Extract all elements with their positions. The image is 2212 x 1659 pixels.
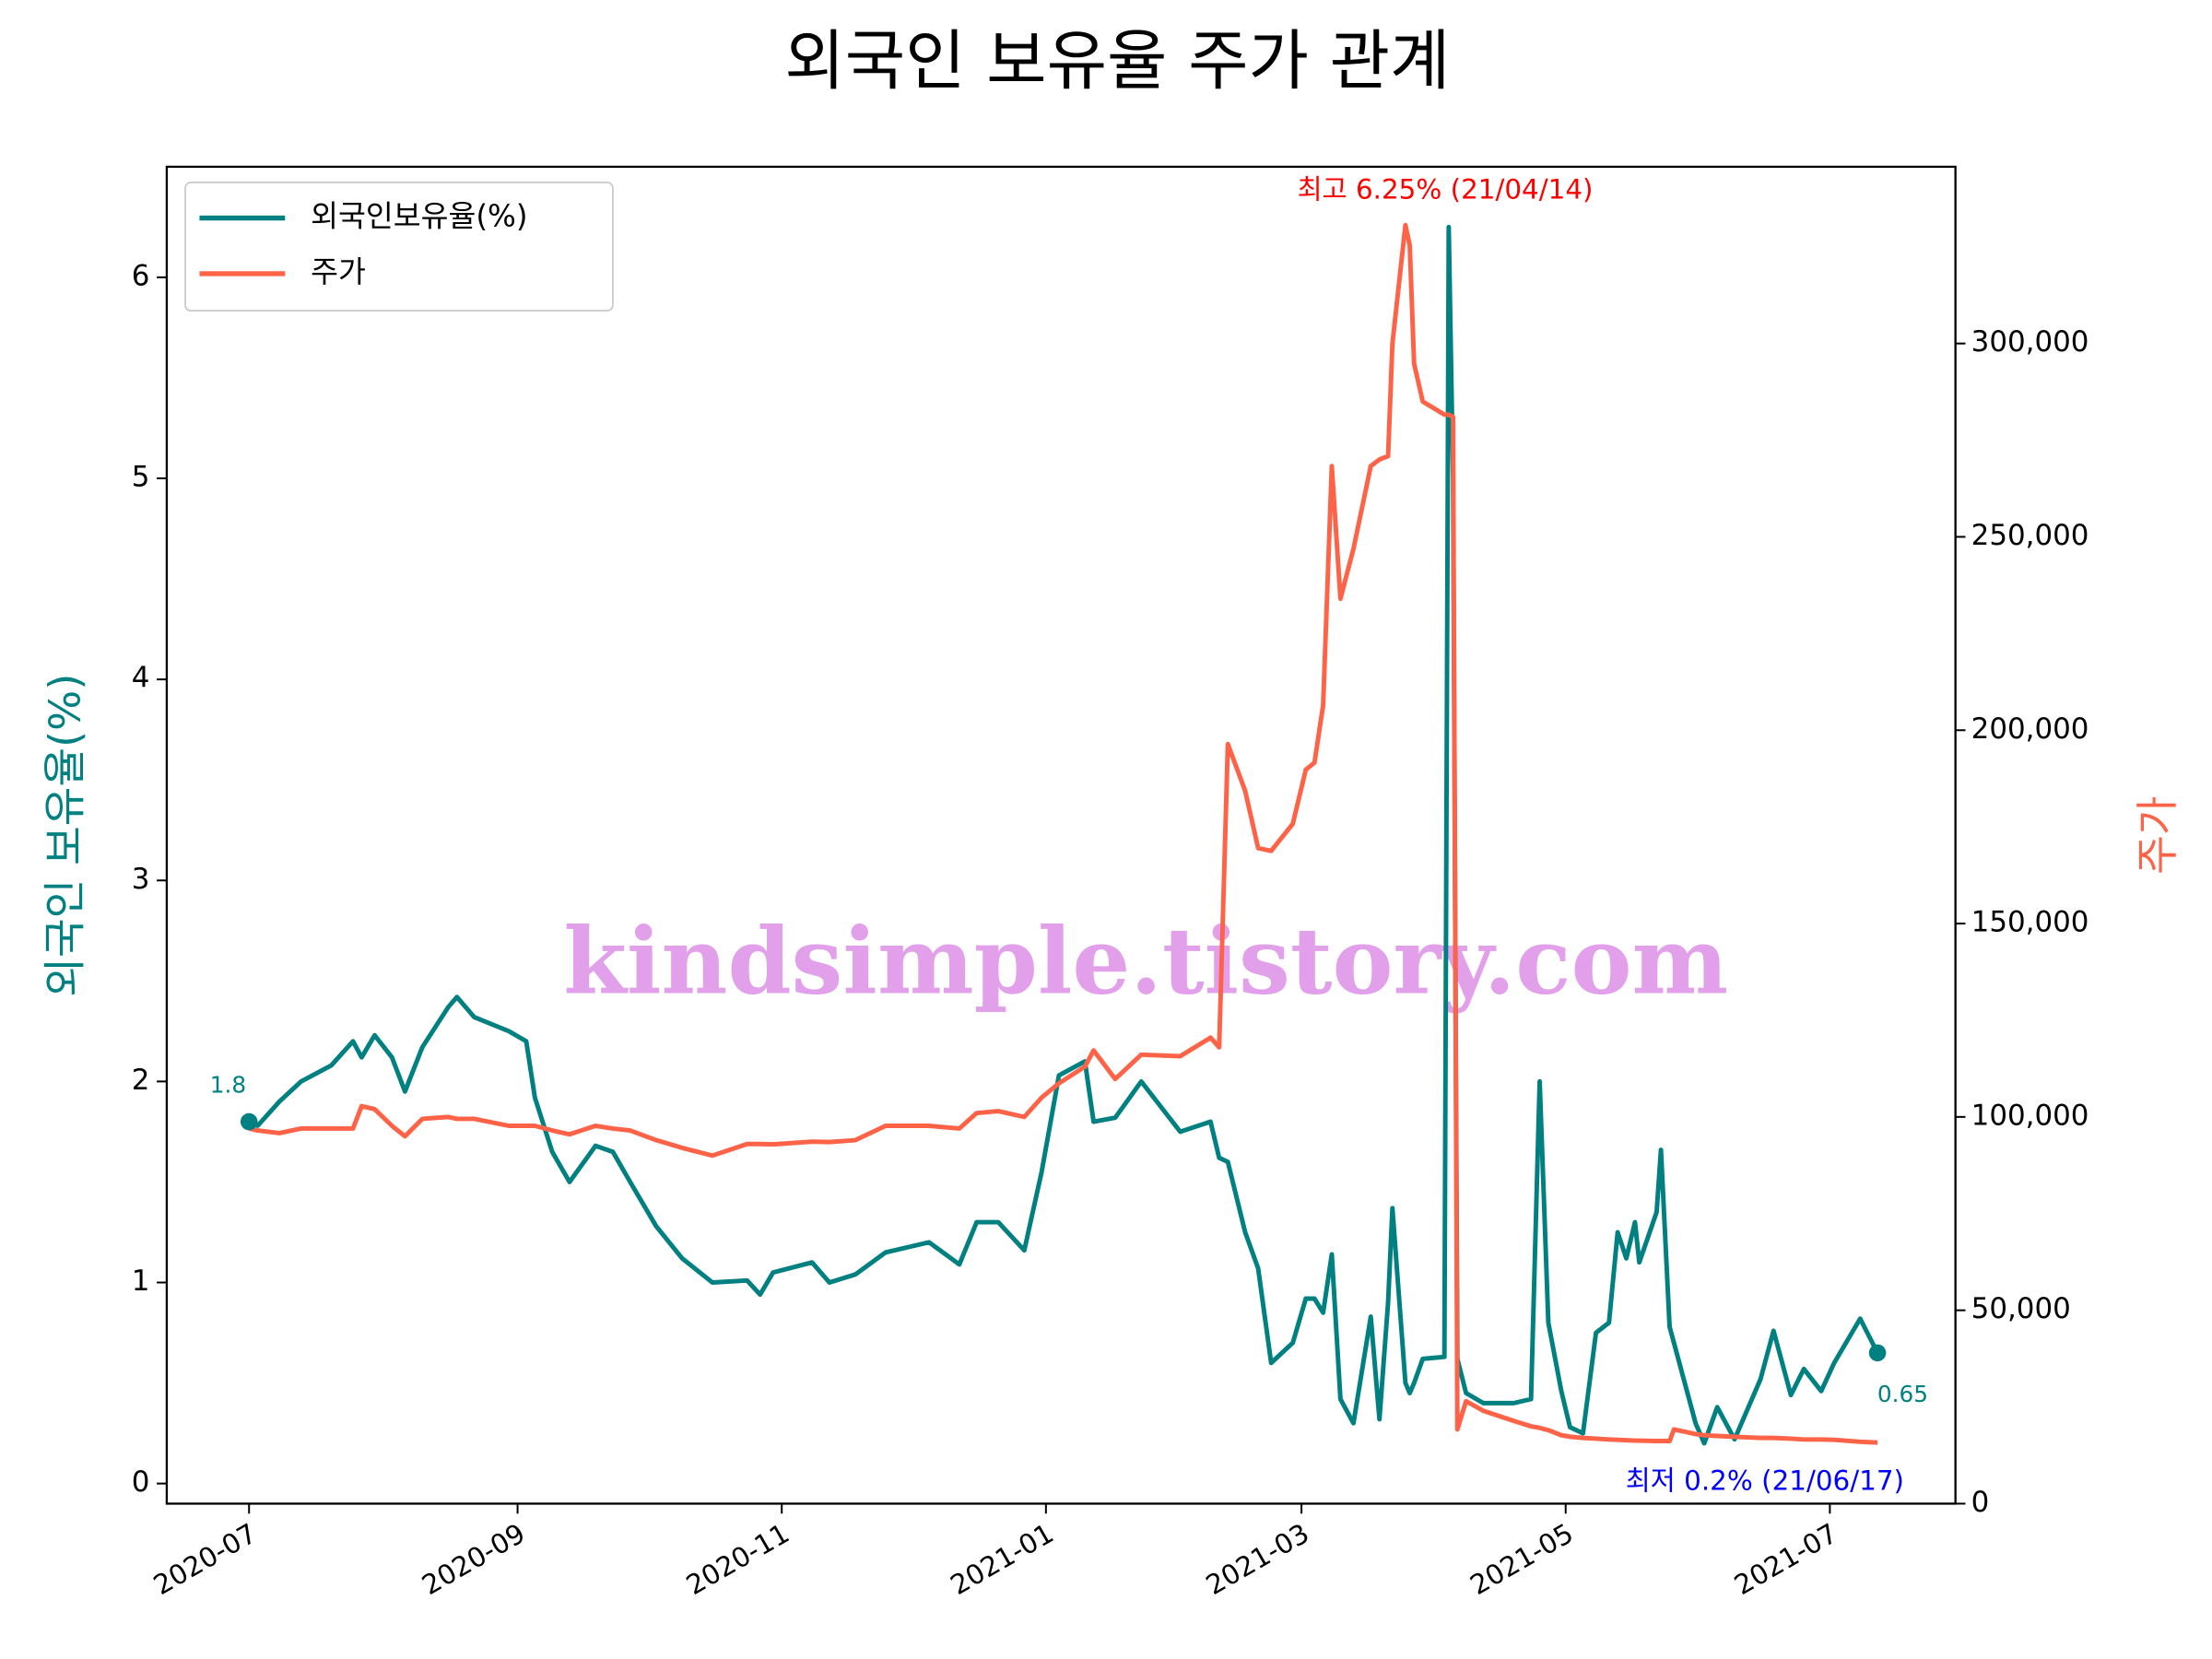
endpoint-marker: [240, 1112, 258, 1131]
legend-label: 외국인보유율(%): [311, 199, 527, 234]
y2-tick-label: 250,000: [1971, 519, 2089, 552]
chart-title: 외국인 보유율 주가 관계: [784, 23, 1450, 100]
y-tick-label: 0: [132, 1465, 150, 1499]
legend-label: 주가: [311, 254, 366, 289]
y-tick-label: 3: [132, 863, 150, 896]
annotation: 최고 6.25% (21/04/14): [1298, 174, 1594, 206]
y-tick-label: 4: [132, 662, 150, 695]
y2-tick-label: 50,000: [1971, 1292, 2071, 1325]
y-tick-label: 5: [132, 461, 150, 494]
legend-box: [184, 182, 614, 312]
series-line: [248, 222, 1878, 1445]
y2-tick-label: 150,000: [1971, 906, 2089, 939]
annotation: 최저 0.2% (21/06/17): [1626, 1465, 1904, 1497]
series-line: [248, 224, 1880, 1446]
y-tick-label: 1: [132, 1265, 150, 1298]
y2-tick-label: 0: [1971, 1486, 1990, 1519]
plot-frame: [165, 165, 1957, 1505]
watermark: kindsimple.tistory.com: [563, 908, 1728, 1015]
y2-axis-label: 주가: [2133, 796, 2183, 875]
endpoint-marker: [1868, 1344, 1887, 1362]
annotation: 1.8: [210, 1071, 246, 1098]
y-tick-label: 6: [132, 259, 150, 292]
y2-tick-label: 200,000: [1971, 712, 2089, 746]
y-tick-label: 2: [132, 1064, 150, 1097]
annotation: 0.65: [1877, 1381, 1928, 1407]
y2-tick-label: 300,000: [1971, 325, 2089, 359]
y2-tick-label: 100,000: [1971, 1099, 2089, 1132]
legend: 외국인보유율(%) 주가: [184, 182, 614, 312]
y-axis-label: 외국인 보유율(%): [41, 674, 90, 997]
